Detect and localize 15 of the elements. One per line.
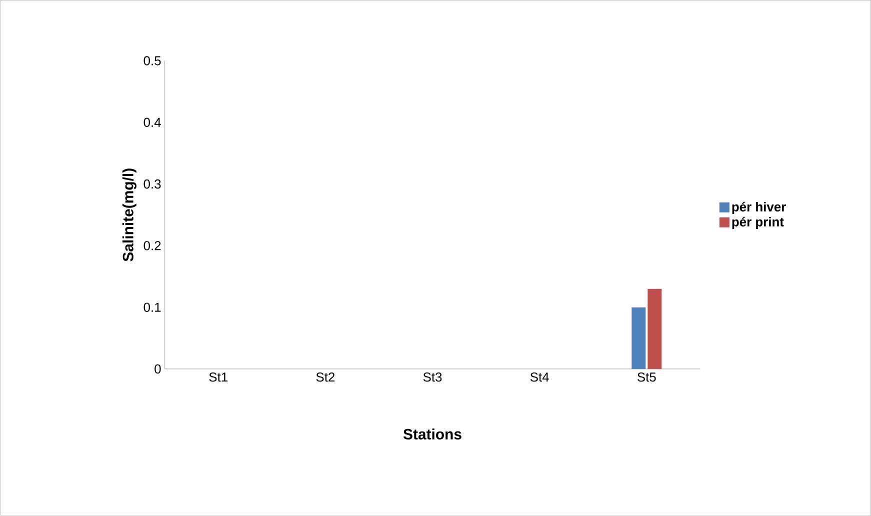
x-tick-label: St4	[530, 372, 549, 382]
y-tick-label: 0.3	[144, 180, 161, 189]
y-axis-title: Salinite(mg/l)	[122, 168, 136, 262]
x-tick-label: St2	[316, 372, 334, 382]
x-tick-label: St5	[638, 372, 656, 382]
y-tick-label: 0.5	[144, 56, 161, 66]
x-axis-title: Stations	[403, 428, 462, 440]
y-tick-label: 0	[154, 364, 161, 374]
x-tick-label: St3	[423, 372, 442, 382]
y-tick-label: 0.1	[144, 302, 161, 312]
legend-label: pér hiver	[732, 202, 786, 214]
y-tick-label: 0.2	[144, 241, 161, 250]
legend-label: pér print	[732, 216, 784, 230]
y-tick-label: 0.4	[144, 118, 161, 128]
x-tick-label: St1	[209, 372, 228, 382]
